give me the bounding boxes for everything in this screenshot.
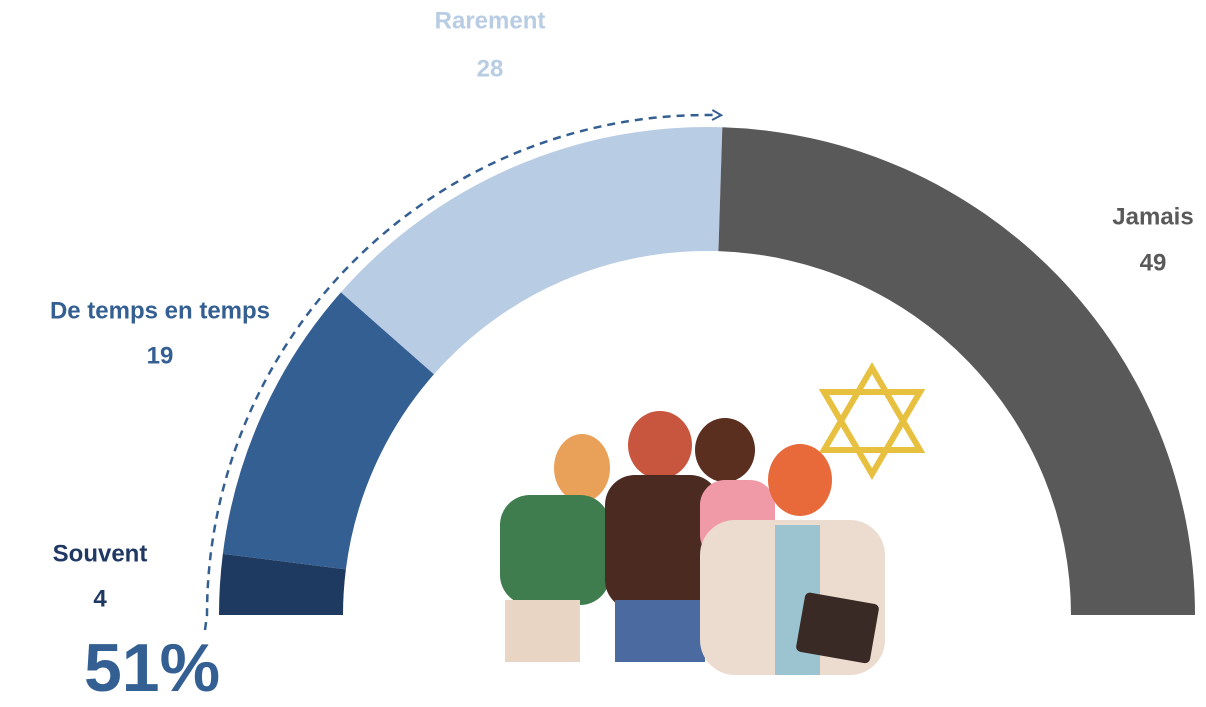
person-legs [615,600,705,662]
person-legs [505,600,580,662]
annotation: 51% [84,630,220,706]
person-head [695,418,755,482]
person-head [628,411,692,479]
person-head [554,434,610,502]
tablet [795,592,879,664]
category-label: Souvent [53,540,148,567]
value-label: 28 [477,55,504,82]
category-label: Jamais [1112,203,1193,230]
star-of-david [824,368,920,474]
donut-segment [341,127,722,374]
page: Souvent 4 De temps en temps 19 Rarement 28 Jam… [0,0,1206,707]
illustration [500,368,920,675]
category-label: Rarement [435,7,546,34]
person-head [768,444,832,516]
chart: Souvent 4 De temps en temps 19 Rarement 28 Jam… [0,0,1206,707]
category-label: De temps en temps [50,297,270,324]
value-label: 4 [93,585,107,612]
person-body [500,495,610,605]
value-label: 19 [147,342,174,369]
value-label: 49 [1140,249,1167,276]
